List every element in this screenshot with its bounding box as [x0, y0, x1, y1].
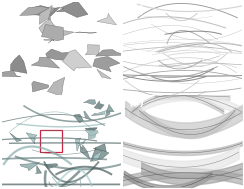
- Polygon shape: [56, 1, 88, 17]
- Polygon shape: [32, 81, 49, 92]
- Polygon shape: [48, 28, 74, 43]
- Bar: [40, 130, 61, 152]
- Polygon shape: [62, 50, 92, 71]
- Text: (c): (c): [7, 97, 22, 107]
- Polygon shape: [96, 50, 127, 56]
- Polygon shape: [10, 55, 27, 73]
- Polygon shape: [44, 39, 54, 41]
- Polygon shape: [47, 77, 65, 96]
- Text: (b): (b): [128, 5, 144, 15]
- Polygon shape: [20, 6, 49, 15]
- Polygon shape: [97, 69, 111, 79]
- Polygon shape: [31, 5, 60, 16]
- Polygon shape: [85, 45, 99, 55]
- Polygon shape: [20, 163, 40, 171]
- Bar: [2, 94, 121, 111]
- Polygon shape: [80, 145, 90, 159]
- Polygon shape: [35, 166, 41, 173]
- Polygon shape: [75, 32, 96, 33]
- Text: (d): (d): [128, 97, 144, 107]
- Polygon shape: [37, 7, 55, 21]
- Polygon shape: [31, 57, 60, 68]
- Bar: [2, 187, 121, 189]
- Polygon shape: [93, 56, 120, 72]
- Bar: [123, 94, 242, 111]
- Polygon shape: [39, 5, 52, 24]
- Bar: [123, 187, 242, 189]
- Polygon shape: [90, 148, 109, 161]
- Polygon shape: [26, 133, 37, 144]
- Polygon shape: [93, 151, 102, 161]
- Polygon shape: [97, 13, 116, 25]
- Text: (a): (a): [7, 5, 23, 15]
- Polygon shape: [74, 114, 83, 123]
- Polygon shape: [10, 133, 22, 142]
- Polygon shape: [44, 164, 58, 168]
- Polygon shape: [93, 144, 106, 151]
- Polygon shape: [39, 20, 61, 37]
- Polygon shape: [75, 138, 81, 151]
- Polygon shape: [78, 140, 86, 146]
- Polygon shape: [41, 24, 64, 41]
- Polygon shape: [0, 70, 21, 77]
- Polygon shape: [46, 49, 78, 60]
